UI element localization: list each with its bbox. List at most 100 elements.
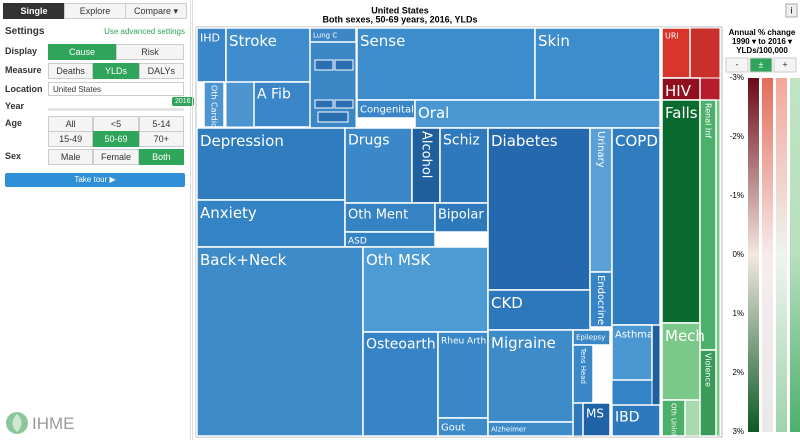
- treemap-cell: [362, 331, 439, 437]
- treemap-subtitle: Both sexes, 50-69 years, 2016, YLDs: [323, 14, 478, 24]
- treemap-label: Bipolar: [438, 207, 484, 222]
- treemap-cell: [411, 127, 441, 204]
- treemap-label: Oth Cardio: [210, 85, 219, 128]
- treemap-subcell: [314, 99, 334, 109]
- tour-button[interactable]: Take tour ▶: [5, 173, 185, 187]
- treemap-cell: [203, 81, 225, 128]
- treemap-subcell: [334, 59, 354, 71]
- option-button[interactable]: <5: [93, 116, 139, 132]
- treemap-cell: [414, 99, 661, 129]
- tab[interactable]: Single: [3, 3, 65, 19]
- option-button[interactable]: 50-69: [93, 131, 139, 147]
- treemap-label: Alzheimer: [491, 425, 526, 433]
- treemap-cell: [434, 202, 489, 233]
- treemap-label: Diabetes: [491, 132, 558, 150]
- legend-button[interactable]: [725, 57, 749, 73]
- option-button[interactable]: Female: [93, 149, 139, 165]
- legend-bar: [776, 78, 787, 432]
- legend-title: 1990 ▾ to 2016 ▾: [732, 37, 793, 46]
- treemap-subcell: [334, 99, 354, 109]
- treemap-cell: [689, 27, 721, 79]
- treemap-label: Falls: [665, 104, 698, 122]
- treemap-cell: [661, 27, 691, 79]
- tab[interactable]: Compare ▾: [125, 3, 187, 19]
- treemap-cell: [344, 127, 413, 204]
- treemap-title: United States: [371, 5, 429, 15]
- treemap-label: Asthma: [615, 330, 653, 341]
- option-button[interactable]: 70+: [138, 131, 184, 147]
- treemap-label: Rheu Arth: [441, 336, 486, 346]
- treemap-cell: [487, 289, 591, 331]
- treemap-cell: [611, 324, 653, 381]
- legend-tick-label: 2%: [732, 368, 744, 377]
- legend-button-label: ±: [759, 59, 764, 69]
- option-button[interactable]: DALYs: [138, 63, 184, 79]
- treemap-cell: [661, 99, 701, 324]
- treemap-label: Lung C: [313, 31, 337, 39]
- treemap-label: Drugs: [348, 133, 390, 149]
- treemap-cell: [611, 404, 661, 437]
- treemap-label: Osteoarth: [366, 337, 436, 353]
- treemap-label: Oth Ment: [348, 207, 408, 222]
- option-button[interactable]: Risk: [116, 44, 184, 60]
- treemap-label: Oth MSK: [366, 251, 431, 269]
- treemap-label: Tens Head: [579, 347, 587, 384]
- legend-bar: [790, 78, 800, 432]
- option-button[interactable]: Male: [48, 149, 94, 165]
- row-label: Year: [5, 101, 25, 111]
- settings-title: Settings: [5, 26, 45, 37]
- advanced-link[interactable]: Use advanced settings: [104, 27, 185, 36]
- treemap-label: Mech: [665, 327, 705, 345]
- logo-icon: [6, 412, 28, 434]
- year-badge: 2016: [172, 97, 194, 106]
- legend-button[interactable]: [773, 57, 797, 73]
- legend-bar: [748, 78, 759, 432]
- year-slider[interactable]: [48, 108, 184, 111]
- legend-button[interactable]: [749, 57, 773, 73]
- legend-tick-label: -3%: [730, 73, 744, 82]
- option-button[interactable]: Deaths: [48, 63, 94, 79]
- legend-button-label: -: [736, 59, 739, 69]
- treemap-label: A Fib: [257, 87, 291, 103]
- row-label: Measure: [5, 65, 42, 75]
- treemap-cell: [487, 329, 574, 423]
- logo-text: IHME: [32, 414, 75, 433]
- treemap-cell: [487, 127, 591, 291]
- legend-tick-label: -1%: [730, 191, 744, 200]
- location-select[interactable]: United States: [48, 82, 184, 96]
- legend-tick-label: 0%: [732, 250, 744, 259]
- treemap-label: Skin: [538, 32, 570, 50]
- treemap-label: Alcohol: [419, 131, 434, 178]
- treemap-cell: [437, 331, 489, 419]
- legend-button-label: +: [782, 59, 787, 69]
- treemap-label: Oral: [418, 104, 449, 122]
- option-button[interactable]: YLDs: [93, 63, 139, 79]
- treemap-label: Sense: [360, 32, 405, 50]
- treemap-label: Urinary: [595, 131, 606, 168]
- treemap-cell: [362, 246, 489, 333]
- row-label: Age: [5, 118, 23, 128]
- treemap-cell: [582, 402, 611, 437]
- info-button-label: i: [791, 5, 793, 15]
- treemap-label: IHD: [200, 31, 220, 44]
- treemap-label: IBD: [615, 410, 640, 426]
- treemap-cell: [356, 27, 536, 101]
- treemap-cell: [196, 27, 227, 83]
- option-button[interactable]: Both: [138, 149, 184, 165]
- treemap-cell: [225, 81, 255, 128]
- info-button[interactable]: [785, 3, 798, 18]
- treemap-label: HIV: [665, 82, 692, 100]
- row-label: Display: [5, 46, 38, 56]
- treemap-cell: [439, 127, 489, 204]
- treemap-label: URI: [665, 32, 679, 41]
- option-button[interactable]: Cause: [48, 44, 116, 60]
- treemap-label: Schiz: [443, 133, 480, 149]
- treemap-cell: [651, 324, 661, 406]
- treemap-label: Endocrine: [595, 275, 606, 325]
- treemap-cell: [534, 27, 661, 101]
- legend-title: YLDs/100,000: [736, 46, 788, 55]
- option-button[interactable]: 15-49: [48, 131, 94, 147]
- treemap-label: Stroke: [229, 32, 277, 50]
- treemap-subcell: [317, 111, 349, 123]
